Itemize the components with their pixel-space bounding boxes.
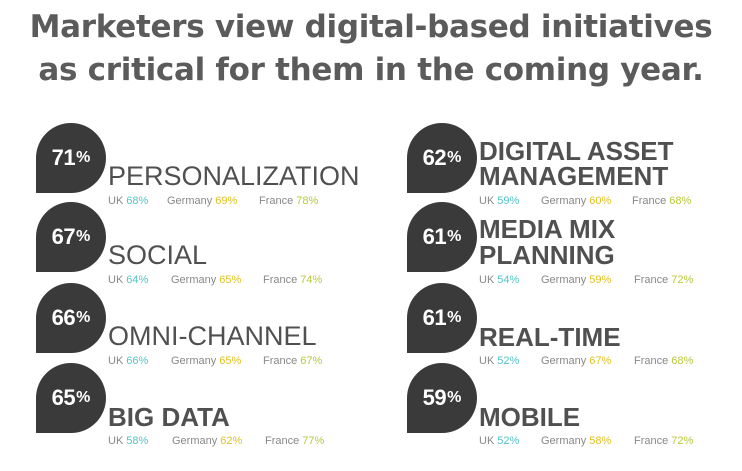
- germany-label: Germany: [167, 195, 213, 207]
- france-value: 74%: [300, 274, 323, 286]
- item-big-data: 65% BIG DATA UK 58% Germany 62% France 77%: [36, 363, 366, 448]
- percentage-badge: 67%: [36, 202, 106, 272]
- percentage-badge: 71%: [36, 123, 106, 193]
- percent-sign: %: [76, 228, 91, 245]
- germany-label: Germany: [541, 435, 587, 447]
- france-value: 72%: [671, 435, 694, 447]
- item-real-time: 61% REAL-TIME UK 52% Germany 67% France 68%: [407, 283, 737, 368]
- france-label: France: [634, 435, 669, 447]
- percent-sign: %: [76, 309, 91, 326]
- item-label: REAL-TIME: [479, 322, 621, 352]
- france-label: France: [634, 355, 669, 367]
- france-value: 68%: [669, 195, 692, 207]
- item-label: BIG DATA: [108, 402, 230, 432]
- percentage-badge: 61%: [407, 283, 477, 353]
- uk-value: 52%: [497, 355, 520, 367]
- germany-value: 65%: [219, 355, 242, 367]
- uk-value: 52%: [497, 435, 520, 447]
- item-mobile: 59% MOBILE UK 52% Germany 58% France 72%: [407, 363, 737, 448]
- item-media-mix-planning: 61% MEDIA MIX PLANNING UK 54% Germany 59% …: [407, 202, 737, 287]
- percentage-badge: 65%: [36, 363, 106, 433]
- germany-label: Germany: [171, 274, 217, 286]
- germany-value: 59%: [589, 274, 612, 286]
- germany-label: Germany: [541, 274, 587, 286]
- item-omni-channel: 66% OMNI-CHANNEL UK 66% Germany 65% France…: [36, 283, 366, 368]
- france-label: France: [263, 355, 298, 367]
- france-value: 68%: [671, 355, 694, 367]
- overall-value: 71: [51, 145, 76, 170]
- item-label: DIGITAL ASSET MANAGEMENT: [479, 136, 674, 191]
- item-label-line-2: PLANNING: [479, 240, 615, 270]
- item-label-line-2: MANAGEMENT: [479, 161, 669, 191]
- uk-value: 68%: [126, 195, 149, 207]
- percent-sign: %: [447, 149, 462, 166]
- title-line-1: Marketers view digital-based initiatives: [29, 9, 713, 45]
- overall-value: 67: [51, 224, 76, 249]
- item-personalization: 71% PERSONALIZATION UK 68% Germany 69% Fra…: [36, 123, 366, 208]
- germany-value: 60%: [589, 195, 612, 207]
- overall-value: 66: [51, 305, 76, 330]
- percentage-badge: 62%: [407, 123, 477, 193]
- france-value: 78%: [296, 195, 319, 207]
- france-value: 72%: [671, 274, 694, 286]
- percentage-badge: 59%: [407, 363, 477, 433]
- germany-value: 67%: [589, 355, 612, 367]
- germany-value: 69%: [215, 195, 238, 207]
- uk-label: UK: [108, 435, 124, 447]
- item-label: MEDIA MIX PLANNING: [479, 216, 615, 268]
- percentage-badge: 66%: [36, 283, 106, 353]
- france-value: 77%: [302, 435, 325, 447]
- percentage-badge: 61%: [407, 202, 477, 272]
- percent-sign: %: [76, 149, 91, 166]
- uk-value: 66%: [126, 355, 149, 367]
- uk-value: 59%: [497, 195, 520, 207]
- overall-value: 61: [422, 305, 447, 330]
- germany-label: Germany: [541, 355, 587, 367]
- france-label: France: [634, 274, 669, 286]
- item-label-line-1: MEDIA MIX: [479, 214, 616, 244]
- overall-value: 62: [422, 145, 447, 170]
- uk-value: 58%: [126, 435, 149, 447]
- overall-value: 65: [51, 385, 76, 410]
- percent-sign: %: [447, 228, 462, 245]
- uk-label: UK: [479, 195, 495, 207]
- germany-label: Germany: [172, 435, 218, 447]
- germany-value: 65%: [219, 274, 242, 286]
- germany-label: Germany: [171, 355, 217, 367]
- germany-value: 62%: [220, 435, 243, 447]
- france-value: 67%: [300, 355, 323, 367]
- france-label: France: [265, 435, 300, 447]
- overall-value: 59: [422, 385, 447, 410]
- item-label: PERSONALIZATION: [108, 161, 360, 191]
- percent-sign: %: [76, 389, 91, 406]
- percent-sign: %: [447, 309, 462, 326]
- item-label: SOCIAL: [108, 240, 208, 270]
- chart-title: Marketers view digital-based initiatives…: [0, 6, 742, 92]
- germany-label: Germany: [541, 195, 587, 207]
- uk-label: UK: [479, 435, 495, 447]
- uk-value: 54%: [497, 274, 520, 286]
- uk-label: UK: [479, 355, 495, 367]
- item-social: 67% SOCIAL UK 64% Germany 65% France 74%: [36, 202, 366, 287]
- uk-label: UK: [108, 195, 124, 207]
- uk-label: UK: [479, 274, 495, 286]
- title-line-2: as critical for them in the coming year.: [38, 52, 704, 88]
- percent-sign: %: [447, 389, 462, 406]
- france-label: France: [259, 195, 294, 207]
- item-label-line-1: DIGITAL ASSET: [479, 136, 674, 166]
- uk-label: UK: [108, 355, 124, 367]
- uk-label: UK: [108, 274, 124, 286]
- item-label: OMNI-CHANNEL: [108, 321, 317, 351]
- overall-value: 61: [422, 224, 447, 249]
- item-label: MOBILE: [479, 402, 581, 432]
- uk-value: 64%: [126, 274, 149, 286]
- germany-value: 58%: [589, 435, 612, 447]
- france-label: France: [632, 195, 667, 207]
- france-label: France: [263, 274, 298, 286]
- item-digital-asset-management: 62% DIGITAL ASSET MANAGEMENT UK 59% Germa…: [407, 123, 737, 208]
